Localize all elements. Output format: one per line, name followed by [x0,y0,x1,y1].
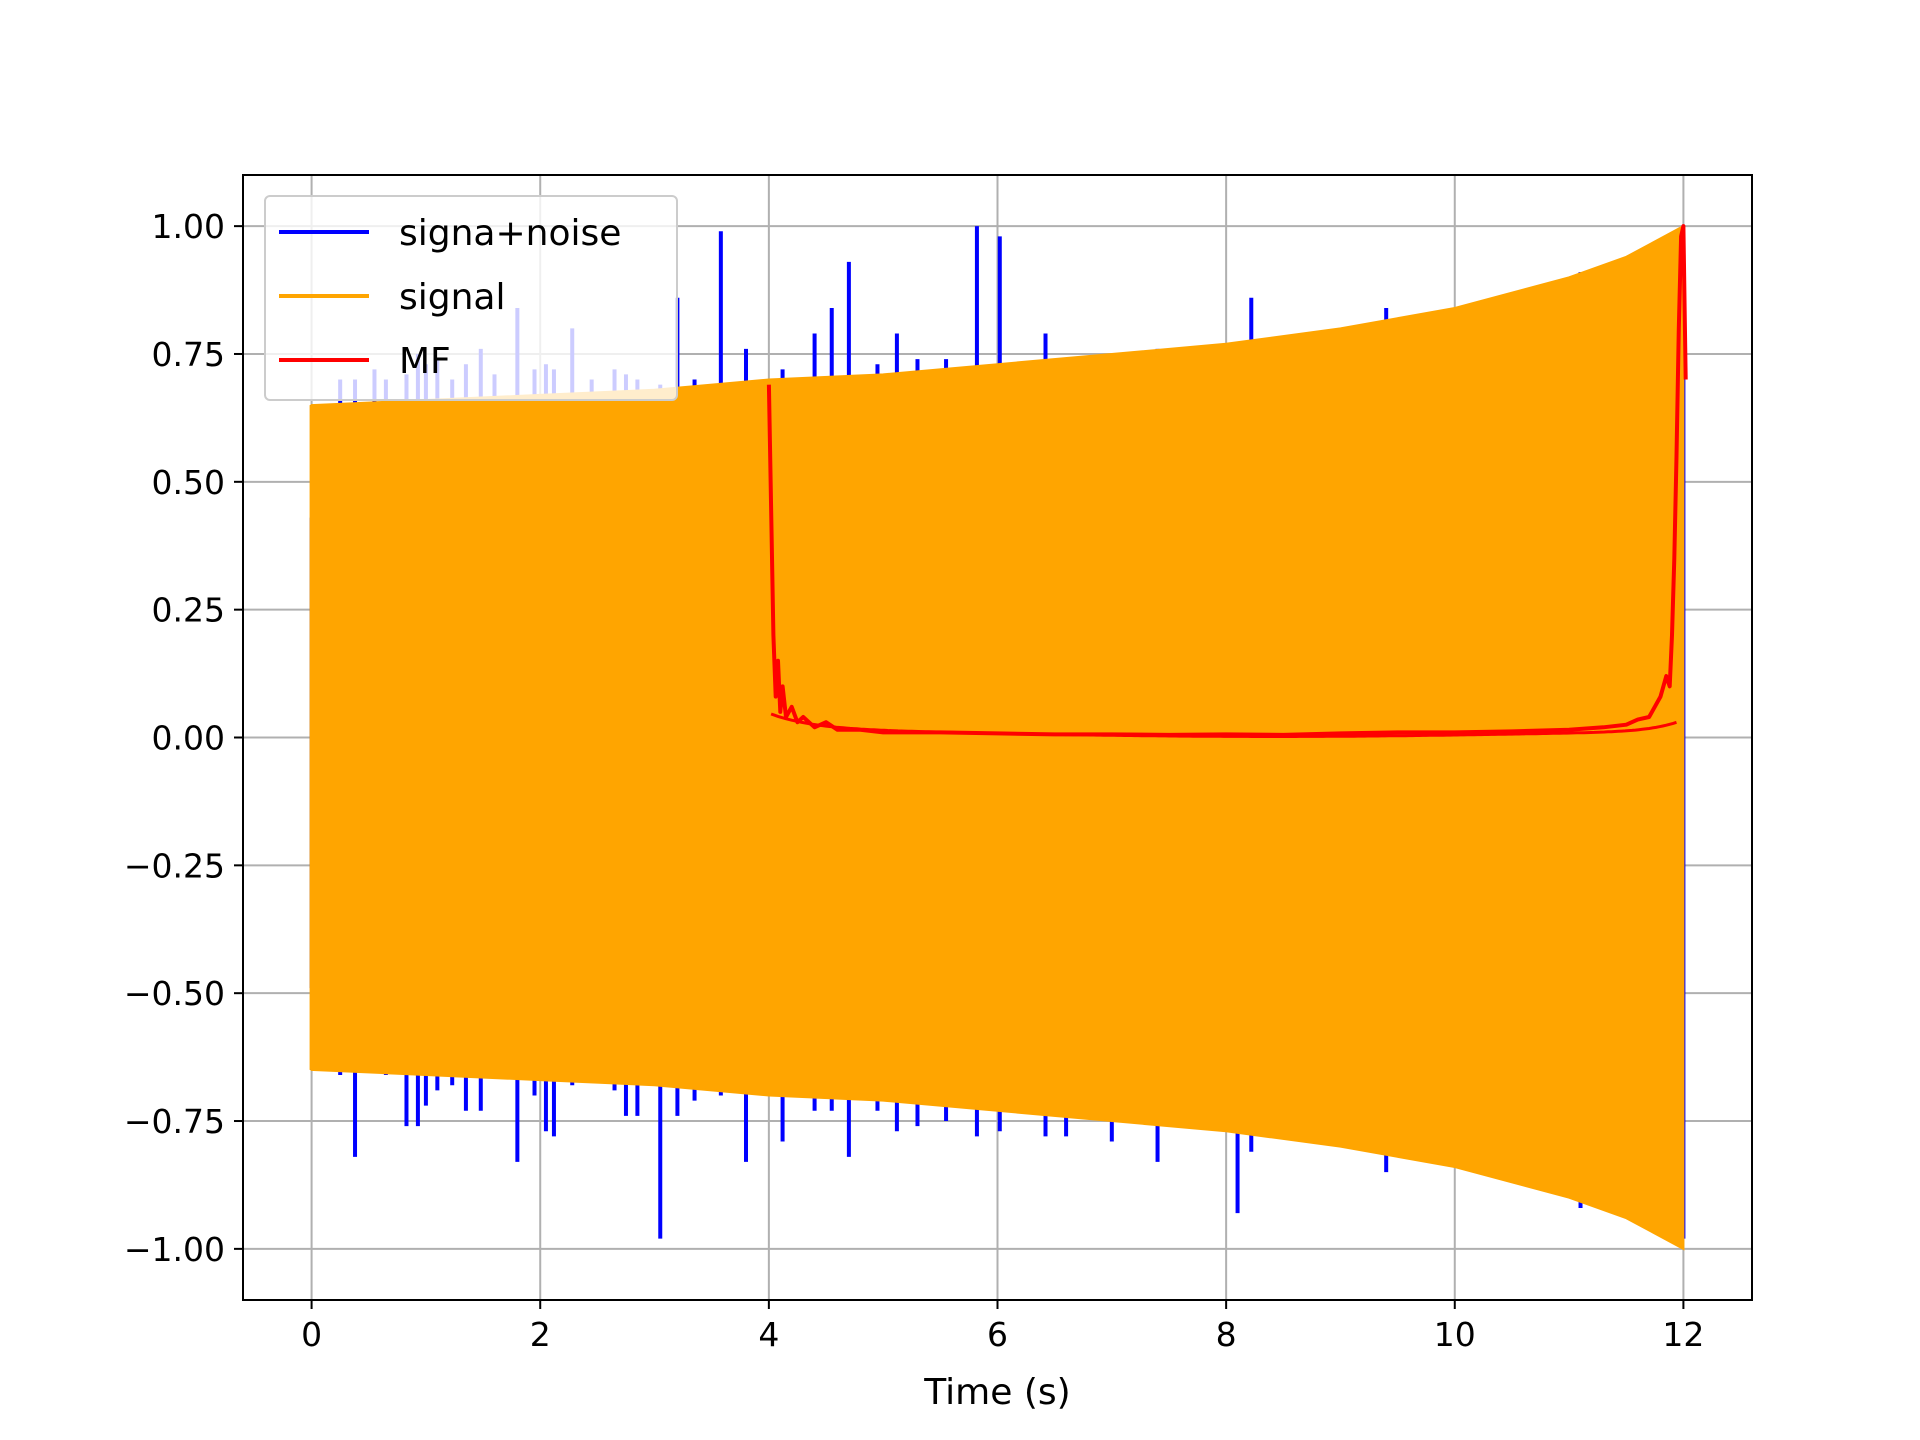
y-tick-label: −1.00 [124,1230,225,1269]
legend: signa+noise signal MF [264,195,678,401]
signal-series [309,224,1685,1251]
x-tick-label: 12 [1662,1315,1704,1354]
legend-label-mf: MF [399,341,451,382]
y-tick-label: 0.75 [152,335,225,374]
mf-line [766,224,1688,737]
y-tick-label: −0.25 [124,846,225,885]
mf-series [766,224,1688,738]
y-tick-label: 0.25 [152,591,225,630]
x-tick-label: 2 [530,1315,551,1354]
x-tick-label: 8 [1216,1315,1237,1354]
legend-label-signal: signal [399,277,506,318]
y-tick-label: −0.50 [124,974,225,1013]
legend-box [264,195,678,401]
y-tick-label: 0.50 [152,463,225,502]
x-axis-label: Time (s) [923,1372,1070,1413]
y-tick-label: 0.00 [152,719,225,758]
x-tick-label: 0 [301,1315,322,1354]
y-axis-ticks: 1.00 0.75 0.50 0.25 0.00 −0.25 −0.50 −0.75 −1.00 [124,207,243,1269]
x-tick-label: 10 [1434,1315,1476,1354]
legend-label-signa-noise: signa+noise [399,213,621,254]
x-tick-label: 4 [758,1315,779,1354]
y-tick-label: −0.75 [124,1102,225,1141]
y-tick-label: 1.00 [152,207,225,246]
x-axis-ticks: 0 2 4 6 8 10 12 [301,1300,1704,1354]
mf-oscillation [770,712,1677,738]
x-tick-label: 6 [987,1315,1008,1354]
signal-envelope [310,224,1685,1251]
